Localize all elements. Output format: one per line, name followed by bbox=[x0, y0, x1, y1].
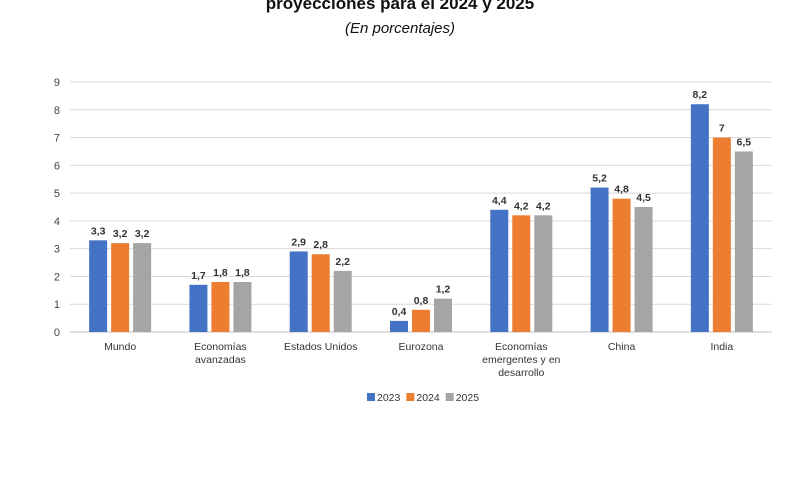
data-label: 0,4 bbox=[392, 306, 407, 318]
bar bbox=[434, 298, 452, 332]
legend-label: 2024 bbox=[416, 392, 440, 404]
data-label: 1,2 bbox=[436, 284, 451, 296]
x-tick-label: India bbox=[710, 341, 733, 353]
y-tick-label: 0 bbox=[54, 327, 60, 339]
x-tick-label-line: Mundo bbox=[104, 341, 136, 353]
x-tick-label-line: avanzadas bbox=[195, 354, 246, 366]
bar bbox=[89, 240, 108, 332]
x-tick-label-line: emergentes y en bbox=[482, 354, 560, 366]
data-label: 1,8 bbox=[213, 267, 228, 279]
bar bbox=[534, 215, 553, 332]
data-label: 8,2 bbox=[693, 89, 708, 101]
data-label: 2,2 bbox=[335, 256, 350, 268]
data-label: 2,8 bbox=[313, 239, 328, 251]
legend-label: 2023 bbox=[377, 392, 401, 404]
data-label: 4,8 bbox=[614, 184, 629, 196]
y-tick-label: 8 bbox=[54, 105, 60, 117]
y-tick-label: 5 bbox=[54, 188, 60, 200]
bar bbox=[690, 104, 709, 332]
data-label: 3,2 bbox=[135, 228, 150, 240]
data-label: 1,7 bbox=[191, 270, 206, 282]
bar bbox=[590, 187, 609, 332]
x-tick-label: Eurozona bbox=[399, 341, 444, 353]
data-label: 2,9 bbox=[291, 236, 306, 248]
legend-swatch bbox=[445, 393, 454, 401]
x-tick-label-line: Economías bbox=[495, 341, 548, 353]
bar bbox=[712, 137, 731, 332]
x-tick-label-line: India bbox=[710, 341, 733, 353]
chart-subtitle: (En porcentajes) bbox=[344, 20, 456, 37]
legend-swatch bbox=[406, 393, 415, 401]
bar bbox=[211, 282, 230, 332]
y-tick-label: 4 bbox=[54, 216, 60, 228]
x-tick-label: Economías emergentes y en desarrollo bbox=[482, 341, 560, 379]
x-tick-label-line: desarrollo bbox=[498, 367, 544, 379]
y-tick-label: 7 bbox=[54, 133, 60, 145]
data-label: 3,3 bbox=[91, 225, 106, 237]
bar bbox=[490, 209, 509, 332]
y-tick-label: 6 bbox=[54, 160, 60, 172]
bar bbox=[634, 207, 653, 332]
y-axis: 0 1 2 3 4 5 6 7 8 9 bbox=[54, 77, 60, 339]
bar bbox=[734, 151, 753, 332]
data-label: 4,4 bbox=[492, 195, 507, 207]
x-tick-label: Mundo bbox=[104, 341, 136, 353]
data-label: 6,5 bbox=[737, 136, 752, 148]
data-labels: 3,3 3,2 3,2 1,7 1,8 1,8 2,9 2,8 2,2 0,4 0,8 1,2 4,4 4… bbox=[91, 89, 751, 318]
gridlines bbox=[70, 81, 772, 333]
x-tick-label: Estados Unidos bbox=[284, 341, 358, 353]
y-tick-label: 2 bbox=[54, 271, 60, 283]
chart-title: proyecciones para el 2024 y 2025 bbox=[265, 0, 535, 13]
legend-swatch bbox=[367, 393, 375, 401]
data-label: 1,8 bbox=[235, 267, 250, 279]
x-tick-label: China bbox=[608, 341, 636, 353]
legend-label: 2025 bbox=[456, 392, 480, 404]
y-tick-label: 1 bbox=[54, 299, 60, 311]
bar bbox=[133, 243, 152, 332]
data-label: 5,2 bbox=[592, 173, 607, 185]
y-tick-label: 9 bbox=[54, 77, 60, 89]
bar bbox=[289, 251, 308, 332]
x-tick-label-line: Eurozona bbox=[399, 341, 444, 353]
legend: 2023 2024 2025 bbox=[367, 392, 479, 404]
x-tick-label-line: Economías bbox=[194, 341, 247, 353]
bar bbox=[111, 243, 130, 332]
bar bbox=[390, 320, 408, 332]
data-label: 3,2 bbox=[113, 228, 128, 240]
data-label: 4,5 bbox=[636, 192, 651, 204]
x-tick-label: Economías avanzadas bbox=[194, 341, 247, 366]
bar bbox=[189, 284, 208, 332]
bar bbox=[512, 215, 531, 332]
data-label: 4,2 bbox=[514, 200, 529, 212]
bar bbox=[412, 309, 430, 332]
bars bbox=[89, 104, 753, 332]
bar bbox=[612, 198, 631, 332]
bar bbox=[233, 282, 252, 332]
data-label: 0,8 bbox=[414, 295, 429, 307]
x-tick-label-line: China bbox=[608, 341, 636, 353]
x-tick-label-line: Estados Unidos bbox=[284, 341, 358, 353]
y-tick-label: 3 bbox=[54, 244, 60, 256]
bar bbox=[333, 270, 352, 332]
bar bbox=[311, 254, 330, 332]
data-label: 4,2 bbox=[536, 200, 551, 212]
data-label: 7 bbox=[719, 123, 725, 135]
